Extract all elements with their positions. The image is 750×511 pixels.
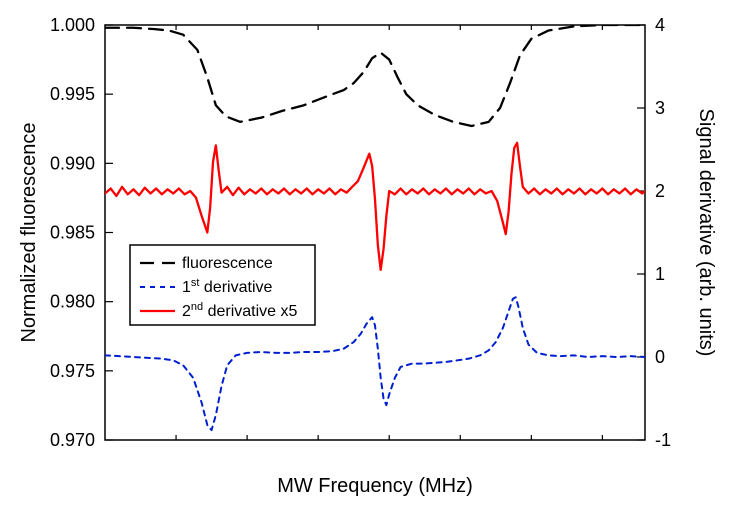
plot-frame	[105, 25, 645, 440]
yleft-tick-label: 0.980	[50, 292, 95, 312]
series-fluorescence	[105, 25, 645, 126]
yleft-tick-label: 1.000	[50, 15, 95, 35]
chart-svg: MW Frequency (MHz) 0.970 0.975 0.980 0.985 0.…	[0, 0, 750, 511]
chart-container: MW Frequency (MHz) 0.970 0.975 0.980 0.985 0.…	[0, 0, 750, 511]
yleft-tick-label: 0.995	[50, 84, 95, 104]
yright-tick-label: 4	[655, 15, 665, 35]
yright-tick-label: 0	[655, 347, 665, 367]
yright-axis-label: Signal derivative (arb. units)	[695, 109, 717, 357]
yright-tick-label: 2	[655, 181, 665, 201]
yleft-tick-label: 0.970	[50, 430, 95, 450]
yright-tick-label: 1	[655, 264, 665, 284]
x-axis-label: MW Frequency (MHz)	[277, 475, 473, 497]
yleft-tick-label: 0.990	[50, 153, 95, 173]
legend-label-fluorescence: fluorescence	[182, 255, 273, 272]
yright-tick-label: 3	[655, 98, 665, 118]
yleft-tick-label: 0.985	[50, 223, 95, 243]
yleft-tick-label: 0.975	[50, 361, 95, 381]
yleft-axis-label: Normalized fluorescence	[18, 122, 40, 342]
yright-tick-label: -1	[655, 430, 671, 450]
